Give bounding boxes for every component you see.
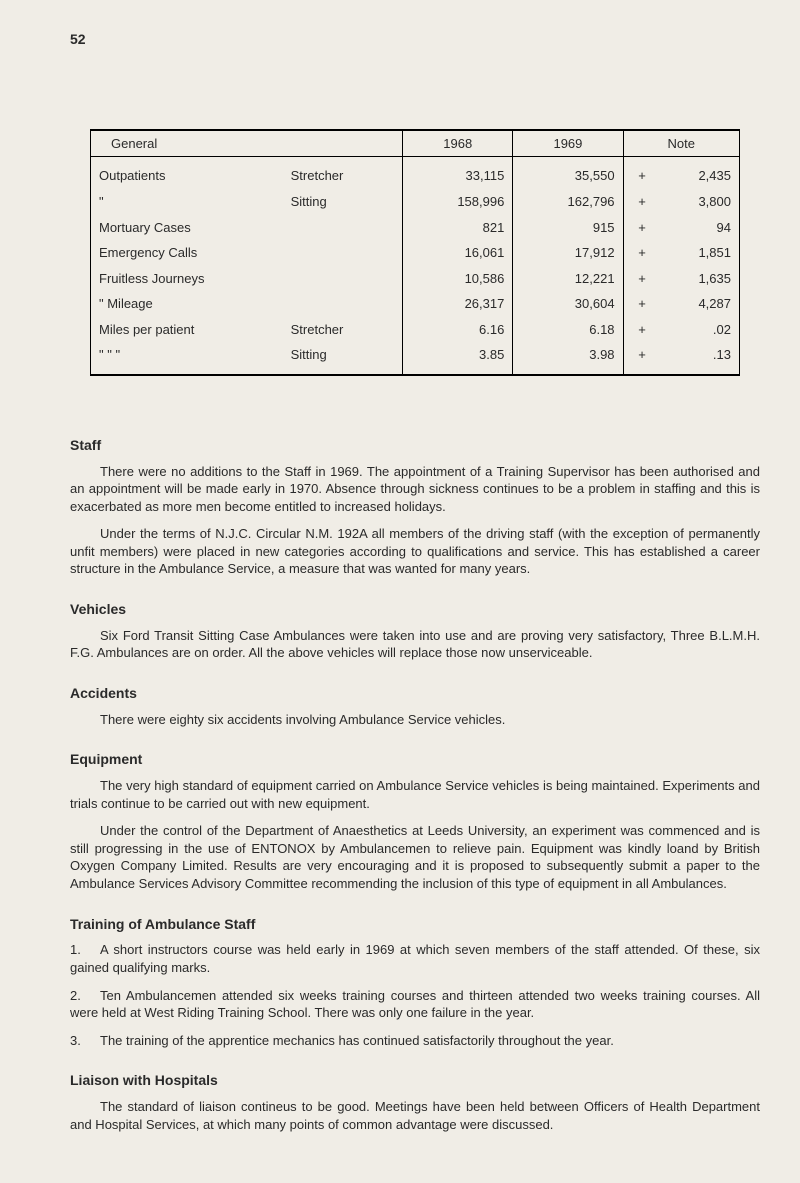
- cell-note: 1,851: [661, 240, 740, 266]
- cell-1968: 10,586: [403, 266, 513, 292]
- item-text: Ten Ambulancemen attended six weeks trai…: [70, 988, 760, 1021]
- page-number: 52: [70, 30, 760, 49]
- row-sub: [283, 240, 403, 266]
- table-row: Mortuary Cases 821 915 + 94: [91, 215, 740, 241]
- cell-sign: +: [623, 291, 661, 317]
- cell-1969: 3.98: [513, 342, 623, 375]
- cell-1969: 162,796: [513, 189, 623, 215]
- accidents-para-1: There were eighty six accidents involvin…: [70, 711, 760, 729]
- vehicles-para-1: Six Ford Transit Sitting Case Ambulances…: [70, 627, 760, 662]
- cell-note: .13: [661, 342, 740, 375]
- liaison-para-1: The standard of liaison contineus to be …: [70, 1098, 760, 1133]
- item-text: The training of the apprentice mechanics…: [100, 1033, 614, 1048]
- table-row: " " " Sitting 3.85 3.98 + .13: [91, 342, 740, 375]
- row-sub: Stretcher: [283, 317, 403, 343]
- table-row: " Mileage 26,317 30,604 + 4,287: [91, 291, 740, 317]
- cell-sign: +: [623, 266, 661, 292]
- heading-training: Training of Ambulance Staff: [70, 915, 760, 934]
- cell-sign: +: [623, 342, 661, 375]
- row-label: Emergency Calls: [91, 240, 283, 266]
- header-1968: 1968: [403, 130, 513, 157]
- table-row: Fruitless Journeys 10,586 12,221 + 1,635: [91, 266, 740, 292]
- training-item-2: 2.Ten Ambulancemen attended six weeks tr…: [70, 987, 760, 1022]
- cell-1968: 33,115: [403, 157, 513, 189]
- heading-accidents: Accidents: [70, 684, 760, 703]
- item-number: 1.: [70, 941, 100, 959]
- cell-note: 4,287: [661, 291, 740, 317]
- row-label: Outpatients: [91, 157, 283, 189]
- cell-sign: +: [623, 157, 661, 189]
- header-general: General: [91, 130, 403, 157]
- heading-vehicles: Vehicles: [70, 600, 760, 619]
- cell-1968: 821: [403, 215, 513, 241]
- cell-sign: +: [623, 317, 661, 343]
- row-sub: [283, 266, 403, 292]
- cell-1969: 35,550: [513, 157, 623, 189]
- cell-note: 1,635: [661, 266, 740, 292]
- row-sub: [283, 215, 403, 241]
- table-body: Outpatients Stretcher 33,115 35,550 + 2,…: [91, 157, 740, 375]
- cell-1969: 12,221: [513, 266, 623, 292]
- cell-sign: +: [623, 189, 661, 215]
- table-header-row: General 1968 1969 Note: [91, 130, 740, 157]
- cell-sign: +: [623, 215, 661, 241]
- heading-liaison: Liaison with Hospitals: [70, 1071, 760, 1090]
- row-label: " Mileage: [91, 291, 283, 317]
- table-row: Miles per patient Stretcher 6.16 6.18 + …: [91, 317, 740, 343]
- row-sub: Stretcher: [283, 157, 403, 189]
- equipment-para-2: Under the control of the Department of A…: [70, 822, 760, 892]
- item-text: A short instructors course was held earl…: [70, 942, 760, 975]
- cell-note: .02: [661, 317, 740, 343]
- row-label: Fruitless Journeys: [91, 266, 283, 292]
- table-row: Outpatients Stretcher 33,115 35,550 + 2,…: [91, 157, 740, 189]
- cell-sign: +: [623, 240, 661, 266]
- heading-staff: Staff: [70, 436, 760, 455]
- cell-note: 2,435: [661, 157, 740, 189]
- data-table: General 1968 1969 Note Outpatients Stret…: [90, 129, 740, 376]
- table-row: Emergency Calls 16,061 17,912 + 1,851: [91, 240, 740, 266]
- cell-note: 3,800: [661, 189, 740, 215]
- page: 52 General 1968 1969 Note Outpatients St…: [0, 0, 800, 1183]
- cell-1968: 6.16: [403, 317, 513, 343]
- header-note: Note: [623, 130, 739, 157]
- cell-1969: 915: [513, 215, 623, 241]
- heading-equipment: Equipment: [70, 750, 760, 769]
- cell-1969: 30,604: [513, 291, 623, 317]
- row-sub: Sitting: [283, 189, 403, 215]
- staff-para-1: There were no additions to the Staff in …: [70, 463, 760, 516]
- equipment-para-1: The very high standard of equipment carr…: [70, 777, 760, 812]
- row-sub: Sitting: [283, 342, 403, 375]
- row-label: Mortuary Cases: [91, 215, 283, 241]
- row-label: Miles per patient: [91, 317, 283, 343]
- table-row: " Sitting 158,996 162,796 + 3,800: [91, 189, 740, 215]
- cell-note: 94: [661, 215, 740, 241]
- training-item-3: 3.The training of the apprentice mechani…: [70, 1032, 760, 1050]
- header-1969: 1969: [513, 130, 623, 157]
- item-number: 2.: [70, 987, 100, 1005]
- cell-1968: 158,996: [403, 189, 513, 215]
- cell-1968: 16,061: [403, 240, 513, 266]
- training-item-1: 1.A short instructors course was held ea…: [70, 941, 760, 976]
- item-number: 3.: [70, 1032, 100, 1050]
- row-label: " " ": [91, 342, 283, 375]
- staff-para-2: Under the terms of N.J.C. Circular N.M. …: [70, 525, 760, 578]
- row-label: ": [91, 189, 283, 215]
- row-sub: [283, 291, 403, 317]
- cell-1968: 26,317: [403, 291, 513, 317]
- cell-1968: 3.85: [403, 342, 513, 375]
- cell-1969: 17,912: [513, 240, 623, 266]
- cell-1969: 6.18: [513, 317, 623, 343]
